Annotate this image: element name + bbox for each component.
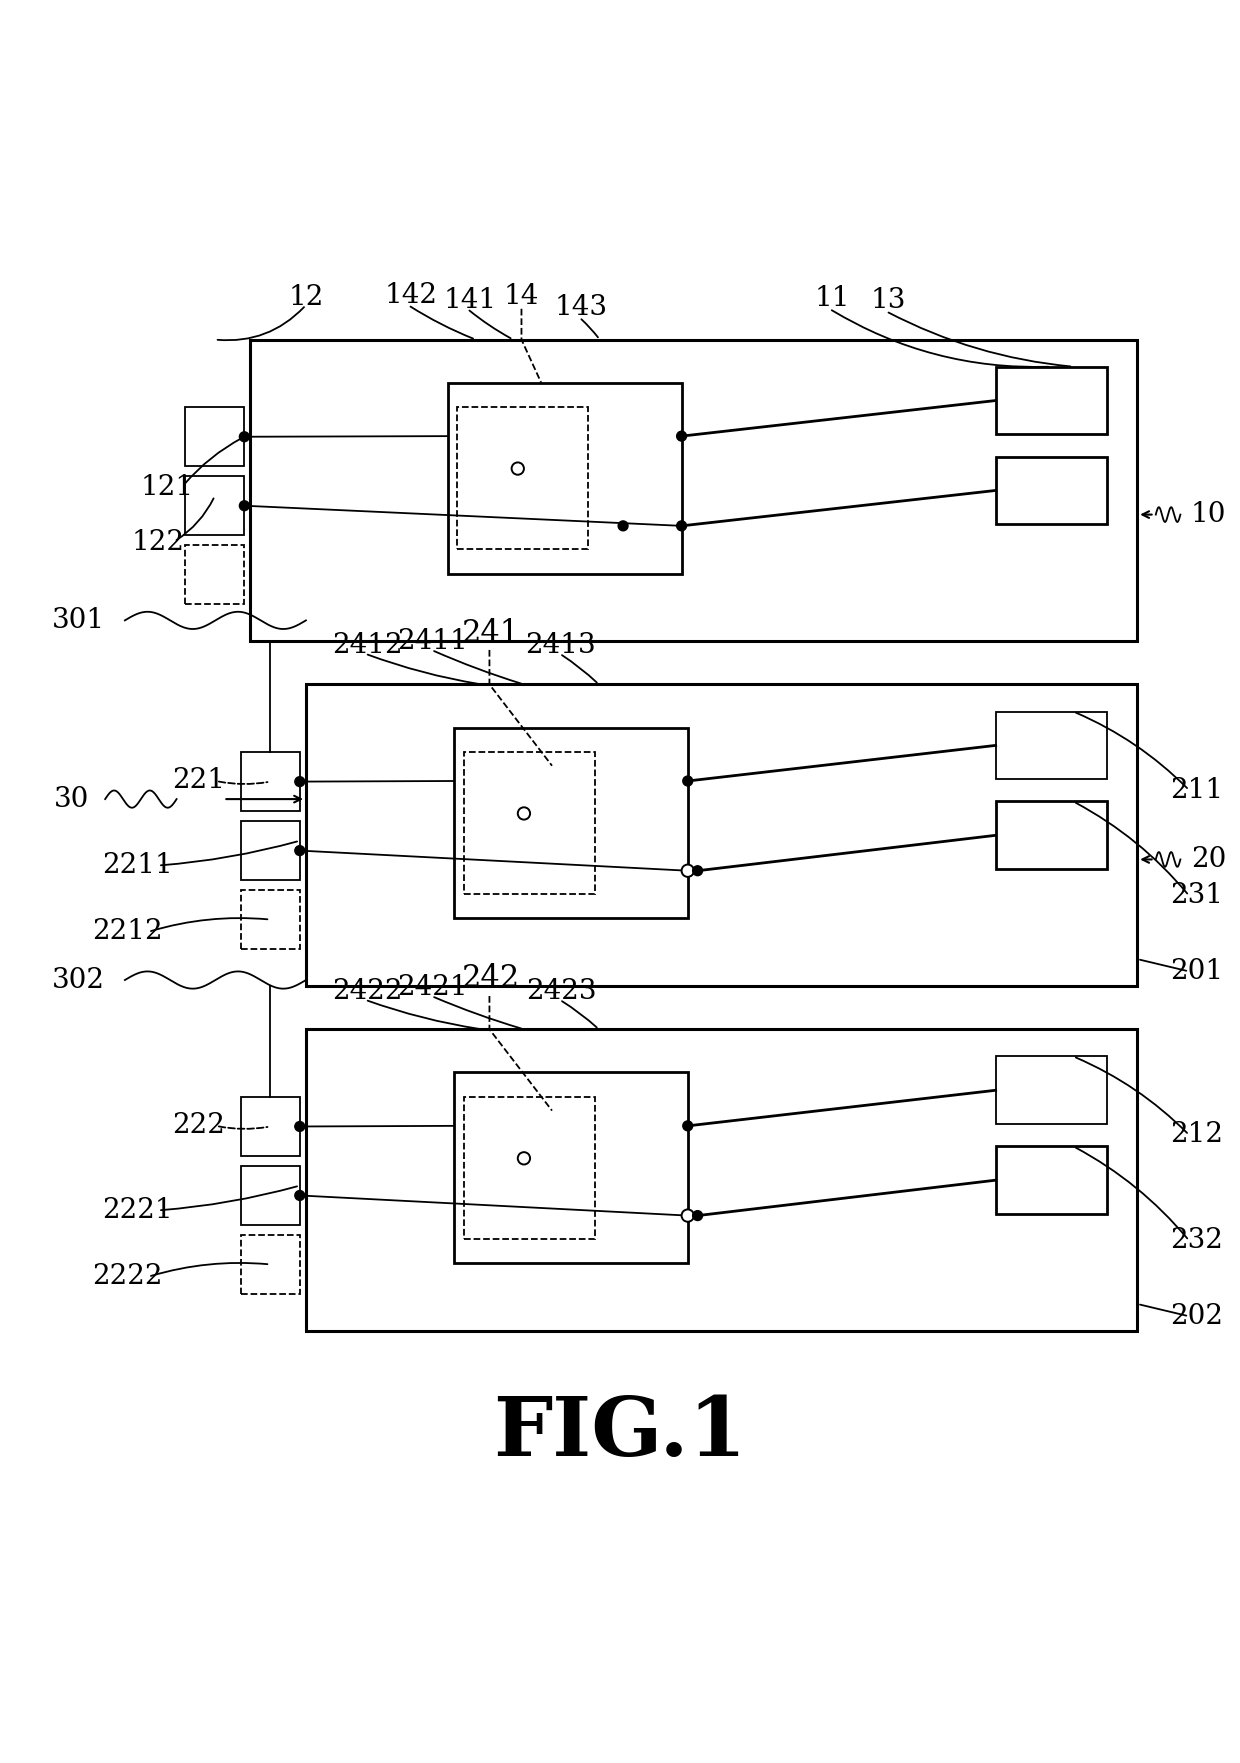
Text: 221: 221 <box>172 767 226 795</box>
Circle shape <box>683 776 693 786</box>
Text: 143: 143 <box>554 294 608 321</box>
Circle shape <box>518 1153 529 1165</box>
Text: 231: 231 <box>1169 882 1223 910</box>
Bar <box>464 1097 595 1239</box>
Text: 201: 201 <box>1169 957 1223 986</box>
Bar <box>185 407 244 465</box>
Circle shape <box>239 501 249 511</box>
Text: 212: 212 <box>1169 1121 1223 1148</box>
Bar <box>306 1030 1137 1331</box>
Text: 2422: 2422 <box>332 978 403 1005</box>
Bar <box>996 802 1106 869</box>
Bar <box>454 728 688 919</box>
Bar <box>996 457 1106 524</box>
Bar <box>241 1165 300 1225</box>
Text: 141: 141 <box>443 287 496 314</box>
Bar <box>448 383 682 573</box>
Bar <box>241 1234 300 1294</box>
Text: 302: 302 <box>52 966 104 994</box>
Text: FIG.1: FIG.1 <box>494 1393 746 1474</box>
Text: 10: 10 <box>1190 501 1226 529</box>
Text: 13: 13 <box>870 287 906 314</box>
Text: 232: 232 <box>1171 1227 1223 1253</box>
Bar <box>464 753 595 894</box>
Text: 14: 14 <box>503 282 539 310</box>
Circle shape <box>295 1121 305 1132</box>
Bar <box>996 1146 1106 1215</box>
Text: 222: 222 <box>172 1112 226 1139</box>
Bar <box>185 545 244 605</box>
Text: 20: 20 <box>1192 846 1226 873</box>
Text: 2212: 2212 <box>92 919 162 945</box>
Bar <box>996 1056 1106 1125</box>
Circle shape <box>239 432 249 443</box>
Circle shape <box>619 520 627 531</box>
Text: 142: 142 <box>384 282 438 309</box>
Bar <box>454 1072 688 1264</box>
Bar <box>185 476 244 536</box>
Bar <box>241 822 300 880</box>
Circle shape <box>682 1209 694 1222</box>
Circle shape <box>295 846 305 855</box>
Bar <box>458 407 589 548</box>
Text: 241: 241 <box>461 619 520 649</box>
Text: 2413: 2413 <box>526 631 596 659</box>
Text: 12: 12 <box>288 284 324 312</box>
Text: 2211: 2211 <box>102 852 172 880</box>
Bar <box>241 890 300 948</box>
Text: 2222: 2222 <box>92 1264 162 1291</box>
Text: 2221: 2221 <box>102 1197 172 1224</box>
Text: 122: 122 <box>131 529 185 557</box>
Circle shape <box>683 1121 693 1130</box>
Text: 242: 242 <box>461 963 520 994</box>
Text: 2411: 2411 <box>397 628 469 654</box>
Text: 11: 11 <box>815 286 849 312</box>
Text: 301: 301 <box>52 606 104 635</box>
Text: 121: 121 <box>140 474 193 501</box>
Circle shape <box>677 432 687 441</box>
Bar <box>250 340 1137 642</box>
Text: 2421: 2421 <box>398 973 467 1001</box>
Bar <box>241 753 300 811</box>
Circle shape <box>512 462 525 474</box>
Circle shape <box>295 1190 305 1201</box>
Bar <box>996 712 1106 779</box>
Text: 2412: 2412 <box>332 631 403 659</box>
Circle shape <box>518 807 529 820</box>
Text: 2423: 2423 <box>526 978 596 1005</box>
Bar <box>306 684 1137 986</box>
Bar <box>241 1097 300 1157</box>
Circle shape <box>693 866 703 876</box>
Circle shape <box>295 777 305 786</box>
Text: 30: 30 <box>55 786 89 813</box>
Circle shape <box>682 864 694 876</box>
Circle shape <box>693 1211 703 1220</box>
Text: 202: 202 <box>1169 1303 1223 1329</box>
Bar <box>996 367 1106 434</box>
Text: 211: 211 <box>1169 776 1223 804</box>
Circle shape <box>677 520 687 531</box>
